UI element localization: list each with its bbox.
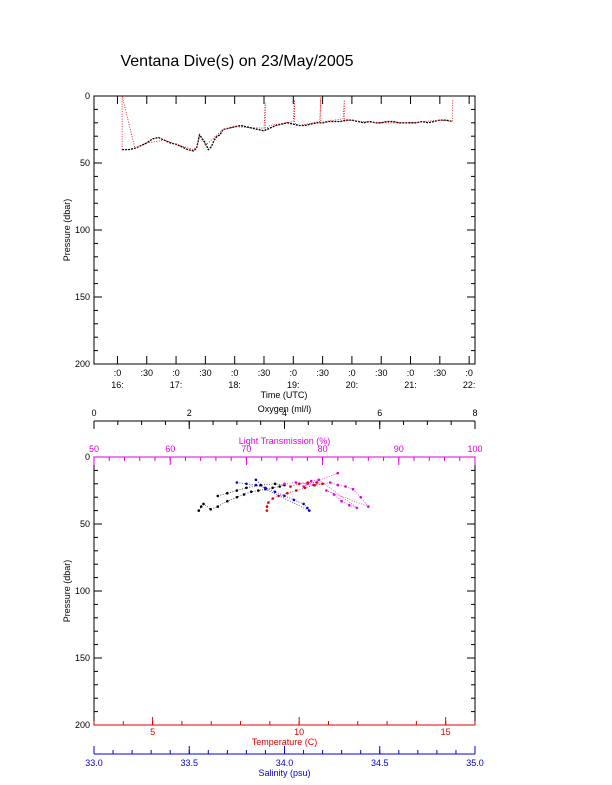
x-tick-label: 18: bbox=[228, 380, 241, 390]
axis-tick-label: 5 bbox=[150, 727, 155, 737]
x-tick-label: :30 bbox=[258, 368, 271, 378]
y-axis-label: Pressure (dbar) bbox=[62, 560, 72, 623]
x-tick-label: :30 bbox=[140, 368, 153, 378]
x-tick-label: 22: bbox=[463, 380, 476, 390]
axis-tick-label: 15 bbox=[441, 727, 451, 737]
axis-tick-label: 33.0 bbox=[85, 758, 103, 768]
data-point bbox=[216, 505, 220, 508]
y-tick-label: 200 bbox=[75, 359, 90, 369]
data-point bbox=[273, 482, 277, 486]
plot-area bbox=[197, 471, 370, 512]
y-tick-label: 150 bbox=[75, 653, 90, 663]
y-axis-label: Pressure (dbar) bbox=[62, 199, 72, 262]
axis-tick-label: 4 bbox=[282, 408, 287, 418]
x-tick-label: :30 bbox=[199, 368, 212, 378]
profile-trace bbox=[198, 483, 285, 511]
data-point bbox=[297, 482, 301, 486]
plot-frame bbox=[93, 456, 476, 726]
y-tick-label: 100 bbox=[75, 225, 90, 235]
y-tick-label: 50 bbox=[80, 519, 90, 529]
chart-title: Ventana Dive(s) on 23/May/2005 bbox=[120, 53, 353, 70]
axis-title: Salinity (psu) bbox=[258, 768, 310, 778]
data-point bbox=[254, 483, 258, 487]
x-tick-label: :30 bbox=[434, 368, 447, 378]
x-axis-label: Time (UTC) bbox=[261, 390, 308, 400]
x-tick-label: 19: bbox=[287, 380, 300, 390]
data-point bbox=[306, 481, 310, 484]
data-point bbox=[257, 489, 260, 492]
axis-tick-label: 34.5 bbox=[371, 758, 389, 768]
axis-tick-label: 6 bbox=[377, 408, 382, 418]
y-tick-label: 150 bbox=[75, 292, 90, 302]
data-point bbox=[321, 482, 324, 486]
x-tick-label: 21: bbox=[404, 380, 417, 390]
data-point bbox=[336, 483, 340, 487]
data-point bbox=[289, 485, 292, 488]
series-line bbox=[121, 95, 454, 151]
data-point bbox=[197, 509, 201, 512]
axis-title: Light Transmission (%) bbox=[239, 436, 331, 446]
x-tick-label: :0 bbox=[172, 368, 180, 378]
axis-tick-label: 10 bbox=[294, 727, 304, 737]
y-tick-label: 200 bbox=[75, 720, 90, 730]
profile-trace bbox=[236, 479, 310, 511]
axis-tick-label: 33.5 bbox=[180, 758, 198, 768]
data-point bbox=[315, 481, 319, 484]
data-point bbox=[336, 471, 340, 475]
x-tick-label: 16: bbox=[111, 380, 124, 390]
y-tick-label: 100 bbox=[75, 586, 90, 596]
data-point bbox=[216, 494, 220, 498]
series-line bbox=[122, 119, 453, 152]
data-point bbox=[286, 491, 289, 495]
axis-tick-label: 80 bbox=[318, 444, 328, 454]
axis-tick-label: 8 bbox=[472, 408, 477, 418]
axis-tick-label: 50 bbox=[89, 444, 99, 454]
plot-area bbox=[121, 95, 454, 152]
y-tick-label: 0 bbox=[85, 452, 90, 462]
data-point bbox=[312, 483, 316, 487]
axis-tick-label: 34.0 bbox=[276, 758, 294, 768]
profile-trace bbox=[266, 482, 323, 511]
axis-tick-label: 60 bbox=[165, 444, 175, 454]
x-tick-label: :0 bbox=[348, 368, 356, 378]
axis-tick-label: 100 bbox=[467, 444, 482, 454]
data-point bbox=[245, 486, 248, 490]
axis-title: Oxygen (ml/l) bbox=[258, 404, 312, 414]
axis-tick-label: 90 bbox=[394, 444, 404, 454]
profile-trace bbox=[284, 472, 370, 509]
data-point bbox=[226, 491, 229, 495]
data-point bbox=[245, 482, 248, 486]
x-tick-label: :0 bbox=[114, 368, 122, 378]
data-point bbox=[294, 481, 298, 484]
x-tick-label: :30 bbox=[316, 368, 329, 378]
y-tick-label: 0 bbox=[85, 91, 90, 101]
x-axis: :0 16: :30 :0 17: :30 :0 18: :30 :0 19: :30 :0 20: :30… bbox=[111, 96, 475, 390]
x-tick-label: :0 bbox=[465, 368, 473, 378]
data-point bbox=[309, 479, 313, 483]
axis-title: Temperature (C) bbox=[252, 737, 318, 747]
axis-tick-label: 35.0 bbox=[466, 758, 484, 768]
axis-tick-label: 0 bbox=[91, 408, 96, 418]
x-tick-label: :0 bbox=[290, 368, 298, 378]
data-point bbox=[235, 489, 239, 492]
plot-frame bbox=[93, 95, 476, 365]
data-point bbox=[265, 509, 269, 512]
axis-tick-label: 2 bbox=[187, 408, 192, 418]
axis-tick-label: 70 bbox=[241, 444, 251, 454]
data-point bbox=[328, 481, 332, 484]
y-axis: 0 50 100 150 200 bbox=[75, 91, 475, 369]
data-point bbox=[294, 489, 298, 492]
x-tick-label: 17: bbox=[170, 380, 183, 390]
y-tick-label: 50 bbox=[80, 158, 90, 168]
x-tick-label: 20: bbox=[346, 380, 359, 390]
data-point bbox=[359, 495, 363, 499]
x-tick-label: :0 bbox=[407, 368, 415, 378]
x-tick-label: :30 bbox=[375, 368, 388, 378]
data-point bbox=[265, 505, 269, 508]
x-tick-label: :0 bbox=[231, 368, 239, 378]
